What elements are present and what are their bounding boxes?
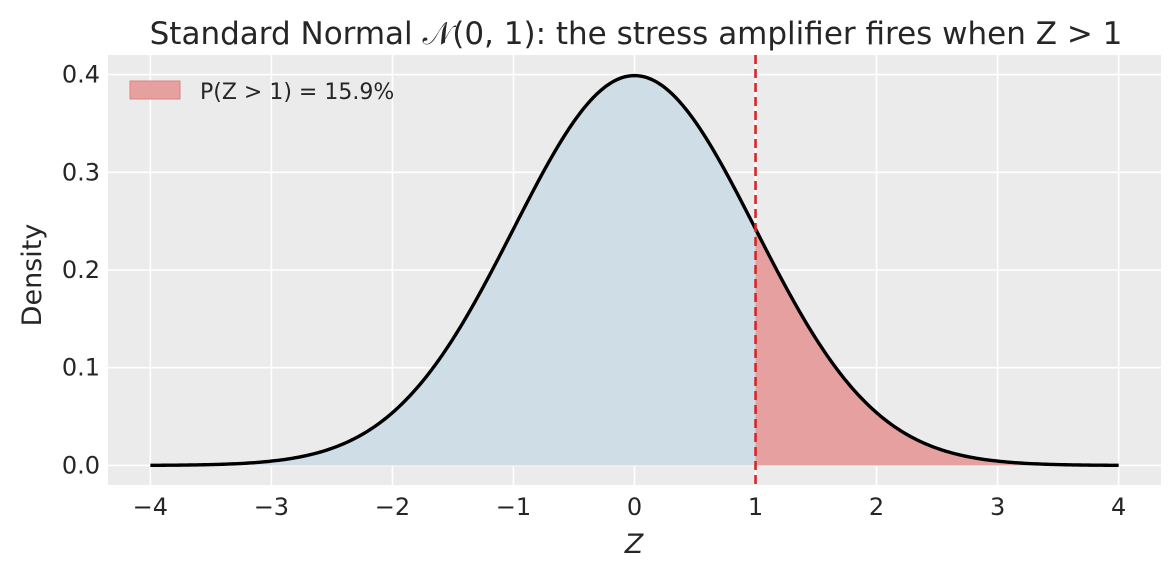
shaded-areas	[150, 75, 1119, 466]
legend-swatch	[129, 80, 181, 100]
x-tick-label: −3	[254, 493, 289, 521]
chart-title: Standard Normal 𝒩(0, 1): the stress ampl…	[150, 16, 1123, 52]
tail-region-fill	[755, 228, 1119, 466]
x-tick-label: 4	[1111, 493, 1126, 521]
y-tick-labels: 0.0 0.1 0.2 0.3 0.4	[62, 61, 100, 480]
x-tick-label: 0	[627, 493, 642, 521]
x-axis-label: Z	[624, 529, 644, 560]
x-tick-labels: −4 −3 −2 −1 0 1 2 3 4	[133, 493, 1127, 521]
x-tick-label: −4	[133, 493, 168, 521]
y-tick-label: 0.3	[62, 158, 100, 186]
y-tick-label: 0.0	[62, 451, 100, 479]
legend-label: P(Z > 1) = 15.9%	[200, 80, 394, 105]
y-tick-label: 0.4	[62, 61, 100, 89]
y-tick-label: 0.1	[62, 354, 100, 382]
y-tick-label: 0.2	[62, 256, 100, 284]
x-tick-label: −1	[496, 493, 531, 521]
x-tick-label: 3	[990, 493, 1005, 521]
density-body-fill	[150, 75, 1119, 466]
data-lines	[150, 55, 1119, 485]
x-tick-label: −2	[375, 493, 410, 521]
y-axis-label: Density	[17, 224, 48, 327]
x-tick-label: 1	[748, 493, 763, 521]
density-curve	[150, 73, 1119, 468]
legend: P(Z > 1) = 15.9%	[129, 80, 394, 105]
x-tick-label: 2	[869, 493, 884, 521]
